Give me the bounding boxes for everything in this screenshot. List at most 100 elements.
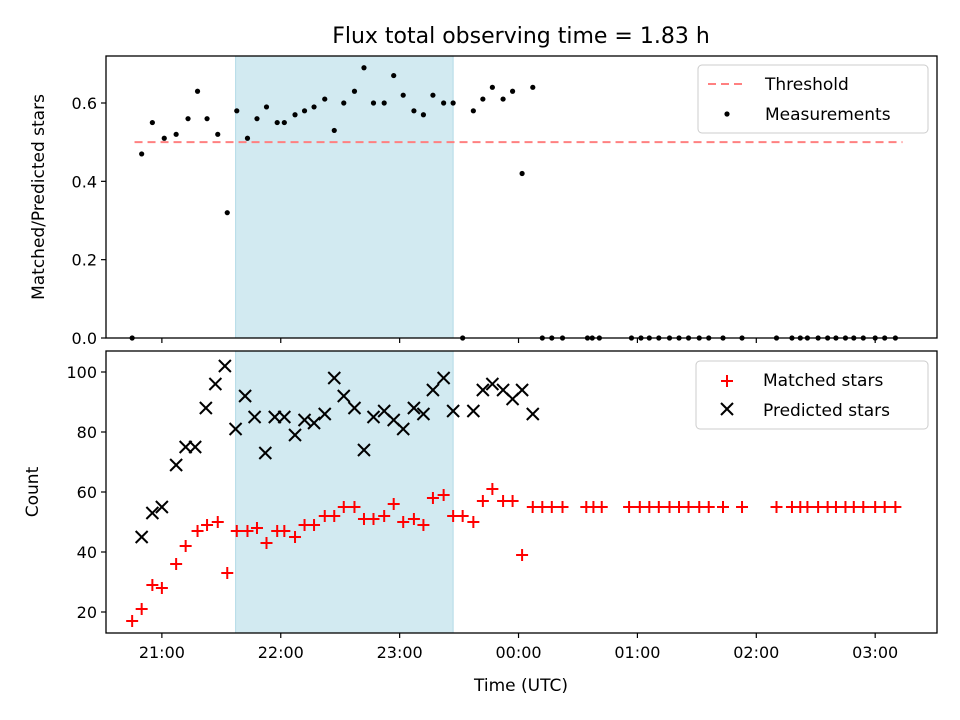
- measurement-points: [129, 65, 898, 341]
- measurement-point: [420, 112, 427, 118]
- matched-star-point: [155, 582, 168, 594]
- measurement-point: [234, 108, 240, 114]
- matched-star-point: [857, 501, 870, 513]
- measurement-point: [301, 108, 308, 114]
- measurement-point: [361, 65, 367, 71]
- measurement-point: [430, 92, 436, 98]
- top-x-ticks: [161, 338, 876, 343]
- bottom-legend: Matched stars Predicted stars: [695, 360, 929, 430]
- x-tick-label: 00:00: [495, 643, 541, 662]
- predicted-star-point: [436, 371, 451, 385]
- predicted-star-point: [327, 371, 341, 385]
- measurement-point: [351, 88, 358, 94]
- predicted-star-point: [318, 407, 332, 421]
- predicted-star-point: [178, 440, 193, 454]
- predicted-star-point: [357, 443, 371, 457]
- matched-star-point: [426, 492, 439, 504]
- predicted-star-point: [134, 530, 149, 544]
- measurement-point: [185, 116, 191, 122]
- measurement-point: [480, 96, 486, 102]
- measurement-point: [370, 100, 377, 106]
- predicted-star-point: [155, 500, 169, 514]
- matched-star-point: [437, 489, 450, 501]
- predicted-star-point: [337, 389, 351, 403]
- matched-star-point: [467, 516, 480, 528]
- predicted-star-point: [407, 401, 421, 415]
- matched-star-point: [623, 501, 636, 513]
- measurement-point: [281, 119, 287, 126]
- matched-star-point: [545, 501, 558, 513]
- matched-star-point: [397, 516, 410, 528]
- top-y-tick-label: 0.6: [72, 94, 97, 113]
- legend-measurements-label: Measurements: [765, 105, 891, 125]
- top-shaded-region: [235, 55, 454, 339]
- matched-star-point: [878, 501, 891, 513]
- predicted-star-point: [366, 410, 381, 424]
- top-y-ticks: 0.0 0.2 0.4 0.6: [72, 94, 106, 348]
- measurement-point: [194, 88, 201, 94]
- legend-measurements-swatch: [724, 111, 730, 117]
- measurement-point: [292, 112, 298, 118]
- x-tick-label: 03:00: [852, 643, 898, 662]
- predicted-star-point: [347, 401, 362, 415]
- top-legend: Threshold Measurements: [697, 64, 929, 134]
- bottom-shaded-region: [235, 350, 454, 634]
- predicted-star-point: [208, 377, 223, 391]
- predicted-star-point: [238, 389, 252, 403]
- matched-star-point: [378, 510, 391, 522]
- predicted-star-point: [228, 422, 243, 436]
- matched-star-point: [221, 567, 234, 579]
- matched-star-point: [250, 522, 263, 534]
- bottom-legend-box: [695, 360, 929, 430]
- matched-star-point: [337, 501, 350, 513]
- predicted-star-point: [446, 404, 460, 418]
- measurement-point: [331, 127, 337, 134]
- x-tick-label: 22:00: [258, 643, 304, 662]
- matched-star-point: [170, 558, 183, 570]
- predicted-star-point: [466, 404, 481, 418]
- measurement-point: [322, 96, 328, 102]
- predicted-star-point: [307, 416, 321, 430]
- bottom-y-tick-label: 20: [77, 603, 97, 622]
- predicted-star-point: [288, 428, 302, 442]
- x-tick-label: 21:00: [139, 643, 185, 662]
- bottom-y-axis-label: Count: [23, 466, 43, 517]
- legend-matched-label: Matched stars: [763, 371, 883, 391]
- matched-star-point: [407, 513, 420, 525]
- top-panel-ratio: 0.0 0.2 0.4 0.6 Matched/Predicted stars Thr…: [29, 55, 938, 348]
- matched-star-point: [506, 495, 519, 507]
- predicted-star-point: [426, 383, 440, 397]
- matched-star-point: [126, 615, 139, 627]
- top-legend-box: [697, 64, 929, 134]
- matched-star-point: [211, 516, 224, 528]
- matched-star-point: [191, 525, 204, 537]
- top-axes-frame: [105, 55, 938, 339]
- matched-star-point: [348, 501, 361, 513]
- measurement-point: [161, 135, 167, 141]
- matched-star-point: [241, 525, 254, 537]
- measurement-point: [149, 119, 155, 126]
- measurement-point: [173, 131, 179, 137]
- bottom-y-tick-label: 100: [66, 363, 97, 382]
- measurement-point: [509, 88, 516, 94]
- matched-star-point: [289, 531, 302, 543]
- matched-star-point: [328, 510, 341, 522]
- matched-star-point: [516, 549, 529, 561]
- predicted-star-point: [297, 413, 312, 427]
- bottom-panel-counts: 20 40 60 80 100 21:00 22:00 23:00 00:00 01:00 02:…: [23, 350, 938, 696]
- matched-star-point: [179, 540, 192, 552]
- measurement-point: [411, 108, 417, 114]
- matched-star-point: [486, 483, 499, 495]
- measurement-point: [489, 84, 495, 90]
- bottom-x-ticks: 21:00 22:00 23:00 00:00 01:00 02:00 03:00: [139, 633, 898, 662]
- predicted-star-point: [396, 422, 410, 436]
- predicted-star-point: [199, 401, 213, 415]
- bottom-y-tick-label: 80: [77, 423, 97, 442]
- measurement-point: [441, 100, 447, 106]
- top-y-tick-label: 0.4: [72, 172, 97, 191]
- predicted-star-point: [485, 377, 500, 391]
- measurement-point: [530, 84, 536, 90]
- matched-star-point: [702, 501, 715, 513]
- measurement-point: [341, 100, 347, 106]
- measurement-point: [391, 72, 397, 79]
